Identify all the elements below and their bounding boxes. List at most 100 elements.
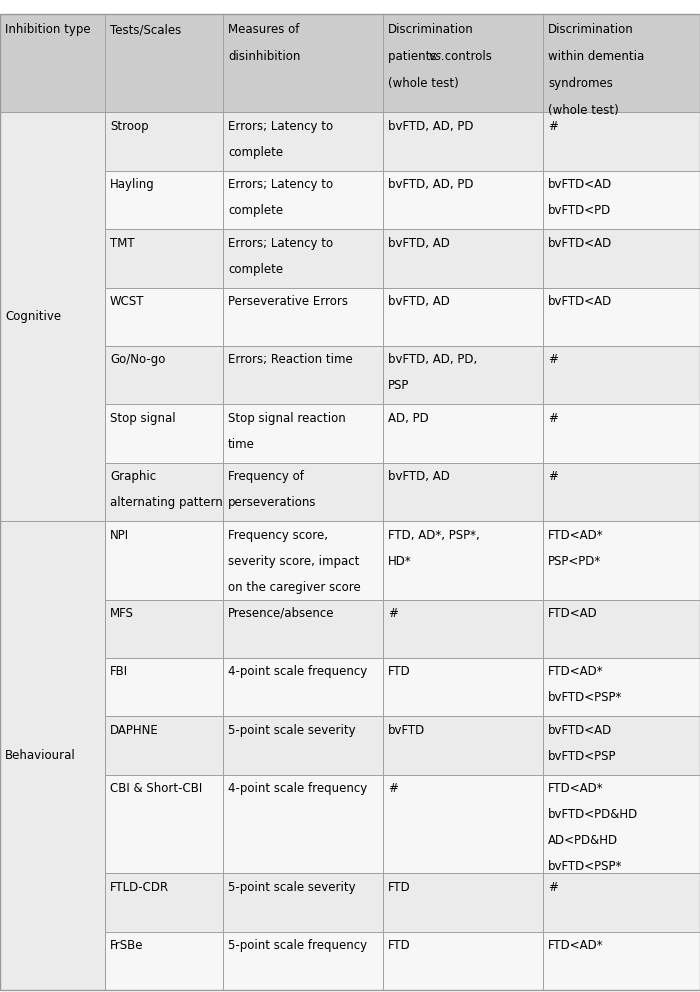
Bar: [223, 229, 383, 288]
Text: #: #: [548, 412, 558, 425]
Text: Frequency score,: Frequency score,: [228, 529, 328, 542]
Text: bvFTD, AD: bvFTD, AD: [388, 236, 450, 250]
Bar: [223, 171, 383, 229]
Bar: [0, 521, 105, 990]
Text: 5-point scale severity: 5-point scale severity: [228, 724, 356, 737]
Bar: [223, 288, 383, 346]
Text: within dementia: within dementia: [548, 51, 644, 63]
Text: FTD<AD*: FTD<AD*: [548, 939, 603, 952]
Bar: [543, 229, 700, 288]
Text: TMT: TMT: [110, 236, 134, 250]
Text: DAPHNE: DAPHNE: [110, 724, 159, 737]
Text: on the caregiver score: on the caregiver score: [228, 580, 360, 593]
Text: syndromes: syndromes: [548, 77, 613, 90]
Bar: [223, 931, 383, 990]
Bar: [383, 599, 543, 658]
Bar: [543, 288, 700, 346]
Text: bvFTD<AD: bvFTD<AD: [548, 236, 612, 250]
Text: FTD<AD*: FTD<AD*: [548, 666, 603, 679]
Bar: [105, 288, 223, 346]
Text: #: #: [388, 607, 398, 620]
Text: bvFTD<AD: bvFTD<AD: [548, 295, 612, 308]
Bar: [543, 599, 700, 658]
Text: 4-point scale frequency: 4-point scale frequency: [228, 783, 368, 796]
Text: bvFTD<AD: bvFTD<AD: [548, 724, 612, 737]
Text: (whole test): (whole test): [388, 77, 458, 90]
Text: bvFTD, AD: bvFTD, AD: [388, 470, 450, 483]
Bar: [105, 658, 223, 716]
Bar: [543, 463, 700, 521]
Text: Behavioural: Behavioural: [5, 749, 76, 762]
Bar: [223, 775, 383, 873]
Bar: [105, 521, 223, 599]
Text: Inhibition type: Inhibition type: [5, 23, 90, 37]
Text: Go/No-go: Go/No-go: [110, 353, 165, 366]
Text: #: #: [548, 881, 558, 894]
Bar: [383, 171, 543, 229]
Text: Presence/absence: Presence/absence: [228, 607, 335, 620]
Text: PSP<PD*: PSP<PD*: [548, 555, 601, 567]
Bar: [543, 346, 700, 405]
Bar: [105, 873, 223, 931]
Bar: [223, 521, 383, 599]
Text: bvFTD<PSP*: bvFTD<PSP*: [548, 860, 622, 873]
Text: severity score, impact: severity score, impact: [228, 555, 359, 567]
Text: Perseverative Errors: Perseverative Errors: [228, 295, 348, 308]
Bar: [383, 346, 543, 405]
Text: Stroop: Stroop: [110, 120, 148, 133]
Bar: [223, 658, 383, 716]
Bar: [223, 346, 383, 405]
Text: bvFTD: bvFTD: [388, 724, 426, 737]
Text: controls: controls: [441, 51, 492, 63]
Text: Tests/Scales: Tests/Scales: [110, 23, 181, 37]
Text: MFS: MFS: [110, 607, 134, 620]
Text: AD<PD&HD: AD<PD&HD: [548, 834, 618, 847]
Text: #: #: [548, 470, 558, 483]
Bar: [383, 521, 543, 599]
Bar: [0, 14, 700, 112]
Text: bvFTD, AD, PD: bvFTD, AD, PD: [388, 179, 473, 191]
Bar: [105, 405, 223, 463]
Text: Frequency of: Frequency of: [228, 470, 304, 483]
Text: Discrimination: Discrimination: [388, 23, 474, 37]
Text: 5-point scale severity: 5-point scale severity: [228, 881, 356, 894]
Text: Errors; Latency to: Errors; Latency to: [228, 236, 333, 250]
Bar: [383, 112, 543, 171]
Text: complete: complete: [228, 263, 283, 276]
Bar: [0, 112, 105, 521]
Bar: [105, 229, 223, 288]
Text: bvFTD<PSP*: bvFTD<PSP*: [548, 691, 622, 704]
Text: FTLD-CDR: FTLD-CDR: [110, 881, 169, 894]
Bar: [223, 716, 383, 775]
Bar: [543, 716, 700, 775]
Text: FrSBe: FrSBe: [110, 939, 144, 952]
Text: #: #: [548, 353, 558, 366]
Bar: [105, 346, 223, 405]
Text: FTD<AD*: FTD<AD*: [548, 783, 603, 796]
Bar: [383, 775, 543, 873]
Bar: [223, 599, 383, 658]
Bar: [543, 112, 700, 171]
Text: Cognitive: Cognitive: [5, 310, 61, 323]
Bar: [543, 521, 700, 599]
Bar: [383, 288, 543, 346]
Bar: [543, 171, 700, 229]
Bar: [105, 716, 223, 775]
Text: FTD: FTD: [388, 881, 411, 894]
Text: bvFTD, AD, PD,: bvFTD, AD, PD,: [388, 353, 477, 366]
Text: disinhibition: disinhibition: [228, 51, 300, 63]
Bar: [223, 463, 383, 521]
Text: Hayling: Hayling: [110, 179, 155, 191]
Bar: [223, 405, 383, 463]
Text: bvFTD<PD&HD: bvFTD<PD&HD: [548, 808, 638, 821]
Text: FBI: FBI: [110, 666, 128, 679]
Bar: [383, 463, 543, 521]
Bar: [383, 658, 543, 716]
Bar: [383, 229, 543, 288]
Bar: [383, 716, 543, 775]
Text: complete: complete: [228, 146, 283, 159]
Text: time: time: [228, 437, 255, 450]
Bar: [543, 405, 700, 463]
Bar: [543, 873, 700, 931]
Text: 4-point scale frequency: 4-point scale frequency: [228, 666, 368, 679]
